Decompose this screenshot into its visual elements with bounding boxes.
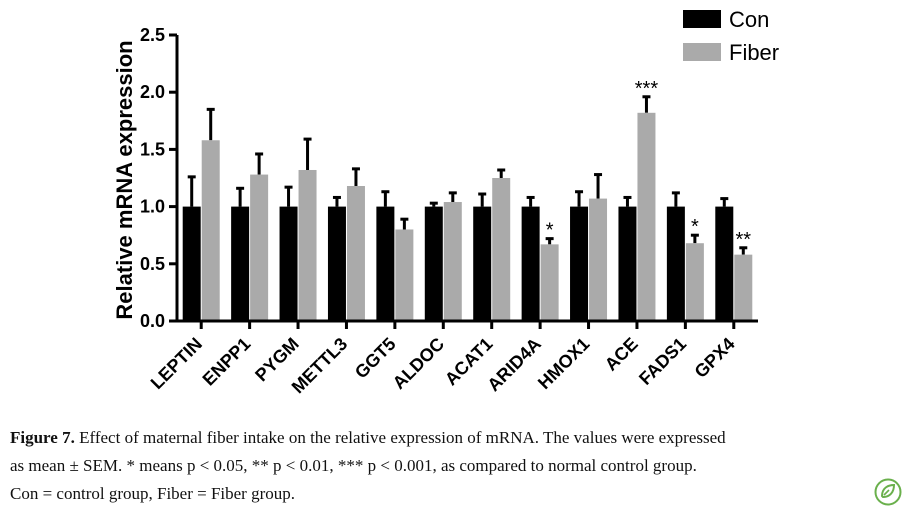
bar-con: [521, 206, 540, 321]
y-tick-label: 2.0: [140, 82, 165, 102]
x-tick-label: ALDOC: [389, 334, 448, 393]
significance-marker: ***: [635, 78, 659, 100]
bar-con: [666, 206, 685, 321]
bar-fiber: [492, 178, 511, 321]
x-tick-label: LEPTIN: [147, 334, 206, 393]
bars: *******: [182, 78, 753, 322]
bar-con: [231, 206, 250, 321]
significance-marker: *: [691, 216, 699, 238]
bar-fiber: [443, 202, 462, 321]
bar-fiber: [298, 169, 317, 321]
legend-swatch-fiber: [683, 43, 721, 61]
x-tick-label: ACE: [601, 334, 642, 375]
bar-fiber: [734, 254, 753, 321]
y-tick-label: 0.5: [140, 254, 165, 274]
x-tick-label: ARID4A: [483, 334, 545, 396]
bar-con: [618, 206, 637, 321]
y-axis-label: Relative mRNA expression: [112, 40, 137, 319]
bar-fiber: [250, 174, 269, 321]
bar-fiber: [395, 229, 414, 321]
leaf-check-icon: [874, 478, 902, 506]
legend: Con Fiber: [683, 7, 779, 65]
x-tick-label: ENPP1: [199, 334, 255, 390]
bar-con: [473, 206, 492, 321]
y-tick-label: 2.5: [140, 25, 165, 45]
bar-con: [327, 206, 346, 321]
bar-fiber: [637, 112, 656, 322]
significance-marker: *: [546, 220, 554, 242]
y-tick-label: 1.5: [140, 139, 165, 159]
bar-chart: Relative mRNA expression 0.0 0.5 1.0 1.5 2.0…: [112, 7, 779, 397]
x-tick-label: HMOX1: [534, 334, 593, 393]
figure-label: Figure 7.: [10, 428, 75, 447]
bar-con: [376, 206, 395, 321]
bar-con: [279, 206, 298, 321]
caption-line-2: as mean ± SEM. * means p < 0.05, ** p < …: [10, 456, 697, 475]
caption-line-1: Figure 7. Effect of maternal fiber intak…: [10, 424, 902, 452]
bar-fiber: [589, 198, 608, 321]
bar-fiber: [540, 244, 559, 321]
x-tick-label: FADS1: [635, 334, 690, 389]
caption-line-3: Con = control group, Fiber = Fiber group…: [10, 484, 296, 503]
legend-swatch-con: [683, 10, 721, 28]
bar-con: [570, 206, 589, 321]
caption-text-1: Effect of maternal fiber intake on the r…: [74, 428, 726, 447]
y-tick-label: 0.0: [140, 311, 165, 331]
bar-fiber: [685, 243, 704, 321]
x-tick-label: GPX4: [691, 334, 739, 382]
significance-marker: **: [736, 229, 752, 251]
legend-label-fiber: Fiber: [729, 40, 779, 65]
y-tick-label: 1.0: [140, 197, 165, 217]
bar-con: [715, 206, 734, 321]
bar-fiber: [201, 140, 220, 321]
legend-label-con: Con: [729, 7, 769, 32]
bar-fiber: [346, 186, 365, 321]
figure-caption: Figure 7. Effect of maternal fiber intak…: [10, 424, 902, 508]
y-axis: 0.0 0.5 1.0 1.5 2.0 2.5: [140, 25, 179, 331]
bar-con: [424, 206, 443, 321]
bar-con: [182, 206, 201, 321]
